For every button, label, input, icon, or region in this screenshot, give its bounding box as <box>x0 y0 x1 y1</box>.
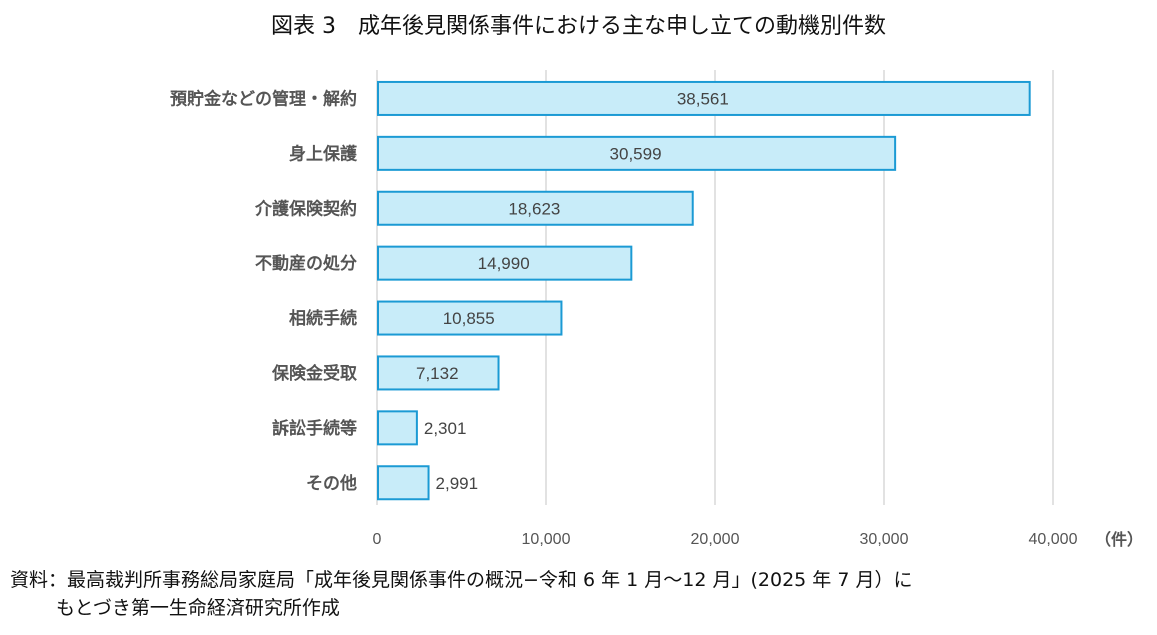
bar <box>377 245 633 281</box>
x-tick-label: 40,000 <box>1029 531 1078 548</box>
data-label: 38,561 <box>677 89 729 108</box>
data-label: 2,991 <box>436 474 479 493</box>
category-label: 相続手続 <box>289 308 357 329</box>
bar <box>377 190 694 226</box>
bar <box>377 135 897 171</box>
bar <box>377 300 563 336</box>
category-label: 保険金受取 <box>271 363 357 384</box>
x-unit-label: （件） <box>1095 530 1143 549</box>
x-tick-label: 20,000 <box>691 531 740 548</box>
source-note: 資料：最高裁判所事務総局家庭局「成年後見関係事件の概況−令和 6 年 1 月〜1… <box>10 566 912 622</box>
x-tick-label: 10,000 <box>522 531 571 548</box>
bar <box>377 355 500 391</box>
bar <box>377 410 418 446</box>
source-line-2: もとづき第一生命経済研究所作成 <box>56 597 340 619</box>
chart-title: 図表 3 成年後見関係事件における主な申し立ての動機別件数 <box>271 14 886 39</box>
bar-chart: 0 10,000 20,000 30,000 40,000 （件） 預貯金などの管理・解約 3… <box>170 70 1143 549</box>
data-label: 18,623 <box>508 199 560 218</box>
bar <box>377 465 430 501</box>
category-label: 預貯金などの管理・解約 <box>170 88 357 109</box>
category-label: その他 <box>306 473 357 494</box>
data-label: 14,990 <box>478 254 530 273</box>
data-label: 7,132 <box>416 364 459 383</box>
data-label: 30,599 <box>610 144 662 163</box>
category-label: 訴訟手続等 <box>272 418 357 439</box>
data-label: 2,301 <box>424 419 467 438</box>
category-label: 身上保護 <box>289 143 358 164</box>
category-label: 介護保険契約 <box>254 198 357 219</box>
bar <box>377 80 1031 116</box>
source-line-1: 資料：最高裁判所事務総局家庭局「成年後見関係事件の概況−令和 6 年 1 月〜1… <box>10 569 913 591</box>
category-label: 不動産の処分 <box>255 253 357 274</box>
data-label: 10,855 <box>443 309 495 328</box>
x-tick-label: 30,000 <box>860 531 909 548</box>
x-tick-label: 0 <box>373 531 382 548</box>
